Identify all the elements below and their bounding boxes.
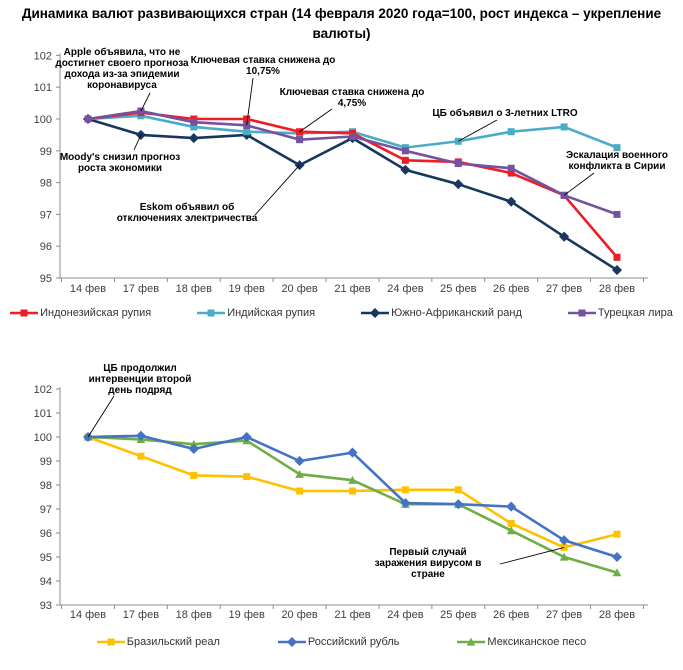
legend-item-Российский рубль: Российский рубль [277,636,400,649]
y-tick-label: 100 [34,114,52,126]
chart-emerging-currencies-2: 93 94 95 96 97 98 99 100 101 102 14 фев 17 фев 18 фе… [0,349,683,648]
annotation: Moody's снизил прогноз роста экономики [60,134,180,174]
y-tick-label: 95 [40,552,52,564]
legend-item-Индийская рупия: Индийская рупия [197,307,315,319]
x-tick-label: 25 фев [440,283,476,295]
y-tick-label: 99 [40,146,52,158]
x-tick-label: 18 фев [176,283,212,295]
y-tick-label: 93 [40,600,52,612]
legend-item-Мексиканское песо: Мексиканское песо [457,636,586,648]
x-tick-label: 14 фев [70,283,106,295]
y-tick-label: 98 [40,178,52,190]
y-tick-label: 98 [40,480,52,492]
y-tick-label: 100 [34,432,52,444]
x-tick-label: 17 фев [123,283,159,295]
legend-marker-icon [10,309,39,317]
legend-marker-icon [277,637,306,648]
annotation: Эскалация военного конфликта в Сирии [563,150,668,196]
annotation: Apple объявила, что не достигнет своего п… [55,46,189,112]
chart1-plot-area: 95 96 97 98 99 100 101 102 14 фев 17 фев 18 фев 19 … [34,46,668,295]
annotation: Первый случай заражения вирусом в стране [375,547,565,580]
y-tick-label: 95 [40,273,52,285]
x-tick-label: 14 фев [70,609,106,621]
chart2-plot-area: 93 94 95 96 97 98 99 100 101 102 14 фев 17 фев 18 фе… [34,363,648,621]
annotation: Eskom объявил об отключениях электричеств… [117,164,300,224]
x-tick-label: 27 фев [546,283,582,295]
legend-label: Индийская рупия [227,307,316,320]
legend-item-Южно-Африканский ранд: Южно-Африканский ранд [361,307,522,319]
legend-label: Мексиканское песо [487,636,587,649]
y-tick-label: 101 [34,408,52,420]
x-tick-label: 28 фев [599,283,635,295]
y-tick-label: 96 [40,241,52,253]
annotation-text: Ключевая ставка снижена до 10,75% [191,55,336,77]
annotation: ЦБ продолжил интервенции второй день подря… [87,363,192,438]
x-tick-label: 17 фев [123,609,159,621]
x-tick-label: 28 фев [599,609,635,621]
annotation-text: Apple объявила, что не достигнет своего п… [55,46,189,91]
x-tick-label: 26 фев [493,283,529,295]
legend-item-Индонезийская рупия: Индонезийская рупия [10,307,151,319]
y-tick-label: 102 [34,384,52,396]
annotation-text: ЦБ продолжил интервенции второй день подря… [89,363,192,396]
legend-marker-icon [361,308,390,319]
legend-marker-icon [96,638,125,646]
legend-label: Бразильский реал [126,636,220,649]
y-tick-label: 99 [40,456,52,468]
annotation: ЦБ объявил о 3-летних LTRO [432,107,578,142]
legend-marker-icon [457,637,486,646]
series-Российский рубль [82,430,623,563]
x-tick-label: 26 фев [493,609,529,621]
x-tick-label: 18 фев [176,609,212,621]
x-tick-label: 20 фев [281,283,317,295]
x-tick-label: 24 фев [387,283,423,295]
chart2-legend: Бразильский реал Российский рубль Мексикан… [0,636,683,648]
y-tick-label: 102 [34,51,52,63]
x-tick-label: 20 фев [281,609,317,621]
annotation-text: Первый случай заражения вирусом в стране [375,547,482,580]
annotation-text: Ключевая ставка снижена до 4,75% [280,87,425,109]
y-tick-label: 96 [40,528,52,540]
annotation: Ключевая ставка снижена до 10,75% [191,55,336,126]
x-tick-label: 21 фев [334,283,370,295]
annotation-text: Eskom объявил об отключениях электричеств… [117,201,258,224]
x-tick-label: 19 фев [229,283,265,295]
chart1-legend: Индонезийская рупия Индийская рупия Южно-А… [0,307,683,319]
x-tick-label: 25 фев [440,609,476,621]
series-Индонезийская рупия [84,109,621,261]
legend-marker-icon [197,309,226,317]
legend-label: Российский рубль [307,636,400,649]
annotation-text: Moody's снизил прогноз роста экономики [60,152,180,174]
legend-label: Индонезийская рупия [40,307,152,320]
legend-marker-icon [567,309,596,317]
x-tick-label: 21 фев [334,609,370,621]
annotation-text: Эскалация военного конфликта в Сирии [566,150,668,172]
x-tick-label: 24 фев [387,609,423,621]
x-tick-label: 27 фев [546,609,582,621]
y-tick-label: 94 [40,576,52,588]
chart-emerging-currencies-1: 95 96 97 98 99 100 101 102 14 фев 17 фев 18 фев 19 … [0,43,683,319]
y-tick-label: 97 [40,504,52,516]
legend-item-Турецкая лира: Турецкая лира [567,307,673,320]
annotation: Ключевая ставка снижена до 4,75% [280,87,425,133]
legend-label: Южно-Африканский ранд [391,307,522,320]
y-tick-label: 97 [40,210,52,222]
legend-item-Бразильский реал: Бразильский реал [96,636,220,649]
legend-label: Турецкая лира [597,307,673,320]
page-title: Динамика валют развивающихся стран (14 ф… [21,6,662,41]
annotation-text: ЦБ объявил о 3-летних LTRO [432,107,578,119]
y-tick-label: 101 [34,82,52,94]
x-tick-label: 19 фев [229,609,265,621]
